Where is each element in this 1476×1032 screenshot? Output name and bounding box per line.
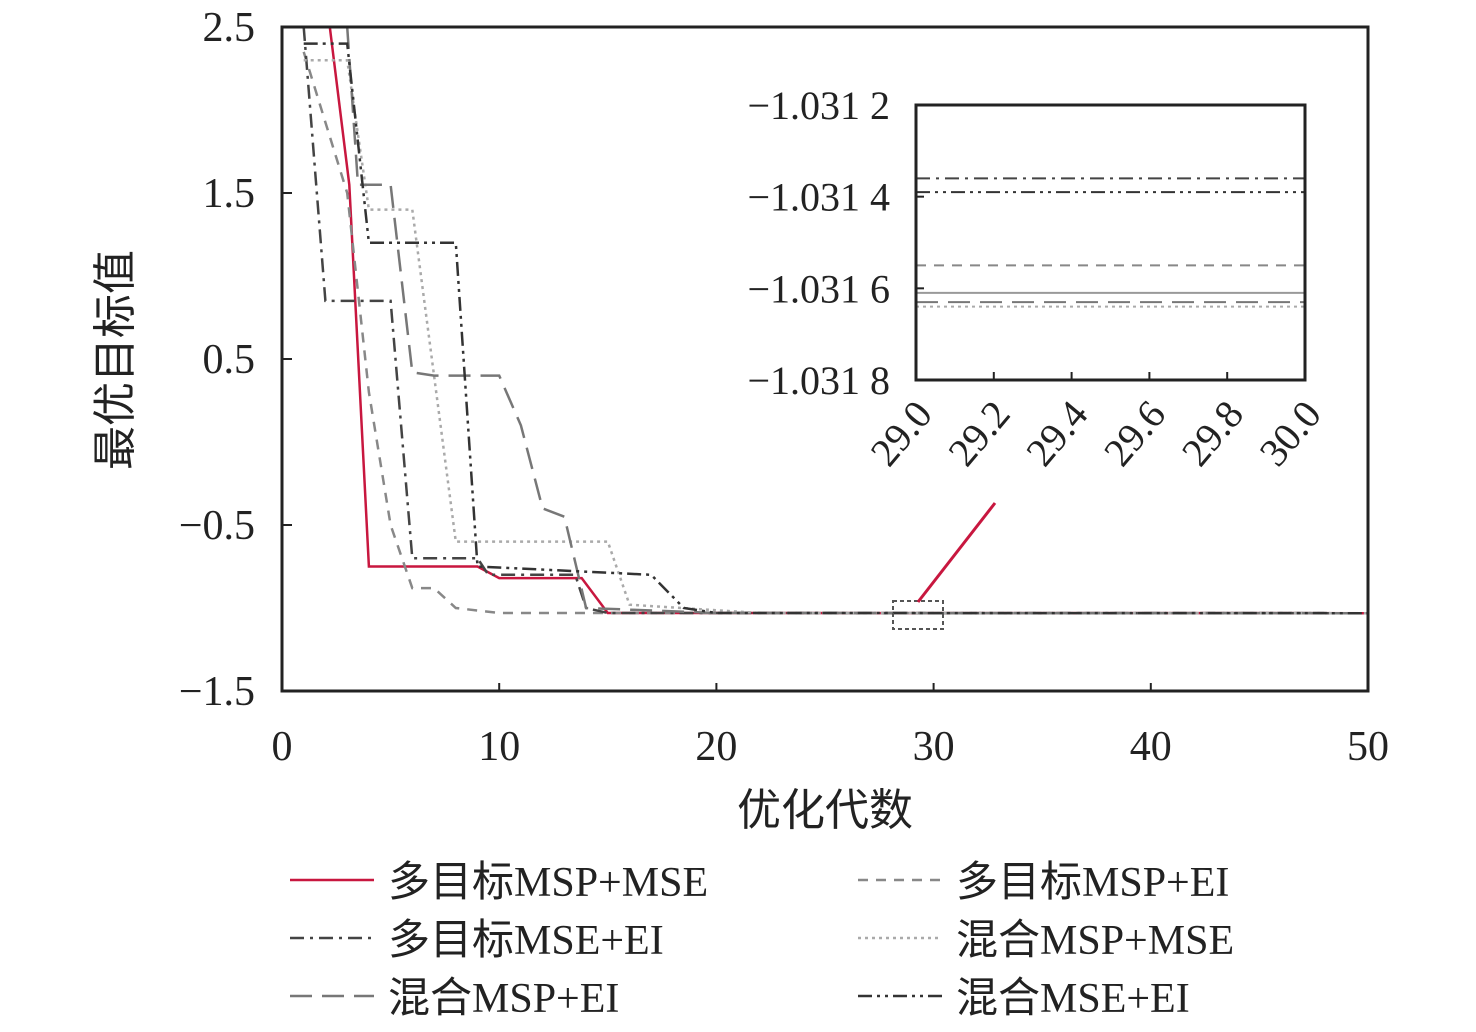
legend-label: 混合MSP+MSE <box>956 918 1234 964</box>
inset-x-tick-label: 29.2 <box>939 392 1018 475</box>
y-tick-label: −0.5 <box>179 503 255 549</box>
y-tick-label: 2.5 <box>203 5 256 51</box>
y-axis-ticks: −1.5 −0.5 0.5 1.5 2.5 <box>179 5 292 715</box>
inset-x-tick-label: 29.0 <box>861 392 940 475</box>
series-line-3 <box>302 26 1369 615</box>
x-axis-ticks: 0 10 20 30 40 50 <box>272 683 1389 770</box>
inset-y-tick-label: −1.031 8 <box>747 358 890 403</box>
inset-series-lines <box>916 177 1305 308</box>
inset-x-ticks: 29.029.229.429.629.830.0 <box>861 372 1330 475</box>
inset-x-tick-label: 30.0 <box>1250 392 1329 475</box>
inset-x-tick-label: 29.8 <box>1173 392 1252 475</box>
inset-y-tick-label: −1.031 2 <box>747 83 890 128</box>
x-tick-label: 20 <box>695 724 737 770</box>
y-axis-label: 最优目标值 <box>91 250 140 470</box>
x-tick-label: 30 <box>913 724 955 770</box>
x-tick-label: 40 <box>1130 724 1172 770</box>
x-tick-label: 0 <box>272 724 293 770</box>
y-tick-label: 0.5 <box>203 337 256 383</box>
legend-label: 多目标MSP+EI <box>956 860 1229 906</box>
inset-y-ticks: −1.031 2 −1.031 4 −1.031 6 −1.031 8 <box>747 83 924 403</box>
inset-y-tick-label: −1.031 4 <box>747 175 890 220</box>
legend-label: 混合MSP+EI <box>388 976 619 1022</box>
legend-label: 多目标MSP+MSE <box>388 860 708 906</box>
x-tick-label: 50 <box>1347 724 1389 770</box>
series-line-2 <box>302 51 1369 615</box>
series-line-6 <box>303 42 1369 615</box>
series-line-5 <box>345 26 1369 615</box>
inset-y-tick-label: −1.031 6 <box>747 266 890 311</box>
y-tick-label: −1.5 <box>179 669 255 715</box>
legend-label: 多目标MSE+EI <box>388 918 664 964</box>
inset-frame <box>914 103 1307 382</box>
zoom-region-box <box>892 600 944 630</box>
inset-x-tick-label: 29.4 <box>1017 392 1096 475</box>
main-series-lines <box>302 26 1369 615</box>
inset-x-tick-label: 29.6 <box>1095 392 1174 475</box>
x-axis-label: 优化代数 <box>737 786 913 835</box>
x-tick-label: 10 <box>478 724 520 770</box>
inset-background <box>916 105 1305 380</box>
legend: 多目标MSP+MSE 多目标MSP+EI 多目标MSE+EI 混合MSP+MSE 混合M… <box>290 860 1234 1022</box>
y-tick-label: 1.5 <box>203 171 256 217</box>
legend-label: 混合MSE+EI <box>956 976 1190 1022</box>
zoom-connector-line <box>916 502 997 603</box>
